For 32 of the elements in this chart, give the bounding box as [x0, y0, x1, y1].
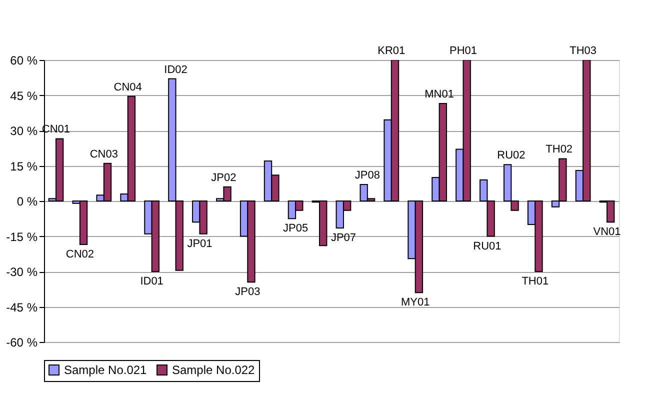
- x-tick-label: KR01: [378, 45, 406, 57]
- x-tick-label: ID02: [164, 64, 188, 76]
- x-tick-label: JP01: [187, 238, 212, 250]
- x-tick-label: CN02: [66, 248, 94, 260]
- legend-label: Sample No.021: [64, 363, 148, 377]
- y-tick-label: 30 %: [10, 124, 38, 138]
- x-tick-label: JP05: [283, 222, 308, 235]
- x-tick-label: PH01: [450, 45, 478, 57]
- y-tick-label: 60 %: [10, 54, 38, 68]
- y-tick-label: 0 %: [16, 194, 38, 208]
- y-tick-label: -15 %: [6, 230, 38, 244]
- legend-label: Sample No.022: [172, 363, 256, 377]
- x-tick-label: VN01: [593, 226, 621, 238]
- x-tick-label: CN04: [114, 81, 142, 94]
- x-tick-label: RU02: [497, 150, 526, 162]
- x-tick-label: JP03: [235, 286, 260, 298]
- x-tick-label: JP02: [211, 172, 236, 184]
- x-tick-label: TH03: [570, 45, 597, 57]
- x-tick-label: JP08: [354, 170, 380, 182]
- y-tick-label: -60 %: [6, 336, 38, 350]
- x-tick-label: MY01: [400, 296, 430, 309]
- x-tick-label: RU01: [473, 240, 502, 252]
- x-tick-label: TH01: [522, 276, 549, 288]
- x-tick-label: MN01: [424, 88, 454, 100]
- x-tick-label: TH02: [546, 144, 573, 156]
- y-tick-label: 45 %: [10, 88, 38, 103]
- x-tick-label: JP07: [330, 232, 356, 244]
- y-tick-label: 15 %: [10, 159, 38, 174]
- x-tick-label: CN03: [90, 148, 118, 160]
- y-tick-label: -30 %: [6, 265, 38, 279]
- x-tick-label: ID01: [140, 276, 164, 288]
- y-tick-label: -45 %: [6, 300, 38, 314]
